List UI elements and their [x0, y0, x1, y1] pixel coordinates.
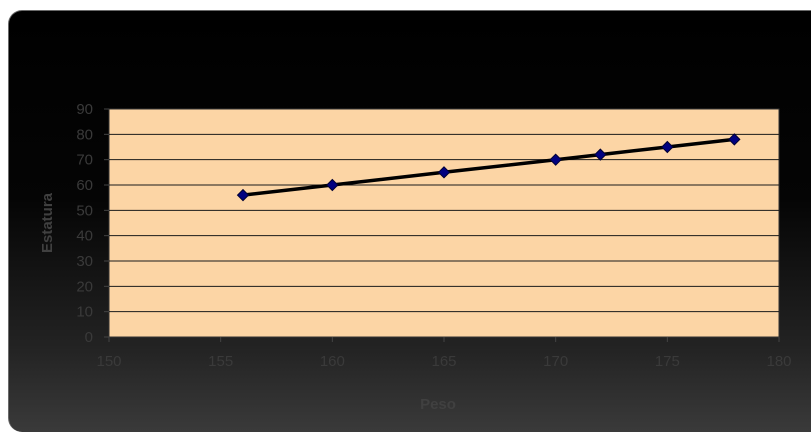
plot-area — [108, 108, 780, 338]
y-tick-label: 80 — [76, 126, 93, 143]
x-tick-label: 150 — [96, 353, 121, 370]
data-point-marker — [661, 140, 674, 154]
data-point-marker — [594, 148, 607, 161]
data-point-marker — [549, 153, 562, 166]
y-tick-label: 60 — [76, 177, 93, 194]
data-point-marker — [728, 133, 741, 146]
y-tick-label: 50 — [76, 202, 93, 219]
y-tick-label: 90 — [76, 101, 93, 118]
x-tick-label: 165 — [431, 353, 456, 370]
y-axis-title: Estatura — [39, 192, 56, 253]
gridlines — [109, 133, 779, 313]
x-tick-label: 155 — [208, 353, 233, 370]
y-tick-label: 0 — [85, 329, 93, 346]
data-point-marker — [326, 178, 339, 192]
series — [236, 133, 741, 202]
x-tick-label: 170 — [543, 353, 568, 370]
x-axis-ticks: 150 155 160 165 170 175 180 — [96, 337, 792, 370]
data-point-marker — [236, 188, 250, 202]
x-tick-label: 160 — [320, 353, 345, 370]
y-tick-label: 30 — [76, 253, 93, 270]
y-tick-label: 40 — [76, 228, 93, 245]
x-tick-label: 175 — [655, 353, 680, 370]
x-axis-title: Peso — [420, 396, 456, 413]
y-axis-ticks: 0 10 20 30 40 50 60 70 80 90 — [76, 101, 109, 346]
y-tick-label: 70 — [76, 152, 93, 169]
y-tick-label: 10 — [76, 304, 93, 321]
data-point-marker — [437, 166, 451, 179]
x-tick-label: 180 — [766, 353, 791, 370]
y-tick-label: 20 — [76, 278, 93, 295]
